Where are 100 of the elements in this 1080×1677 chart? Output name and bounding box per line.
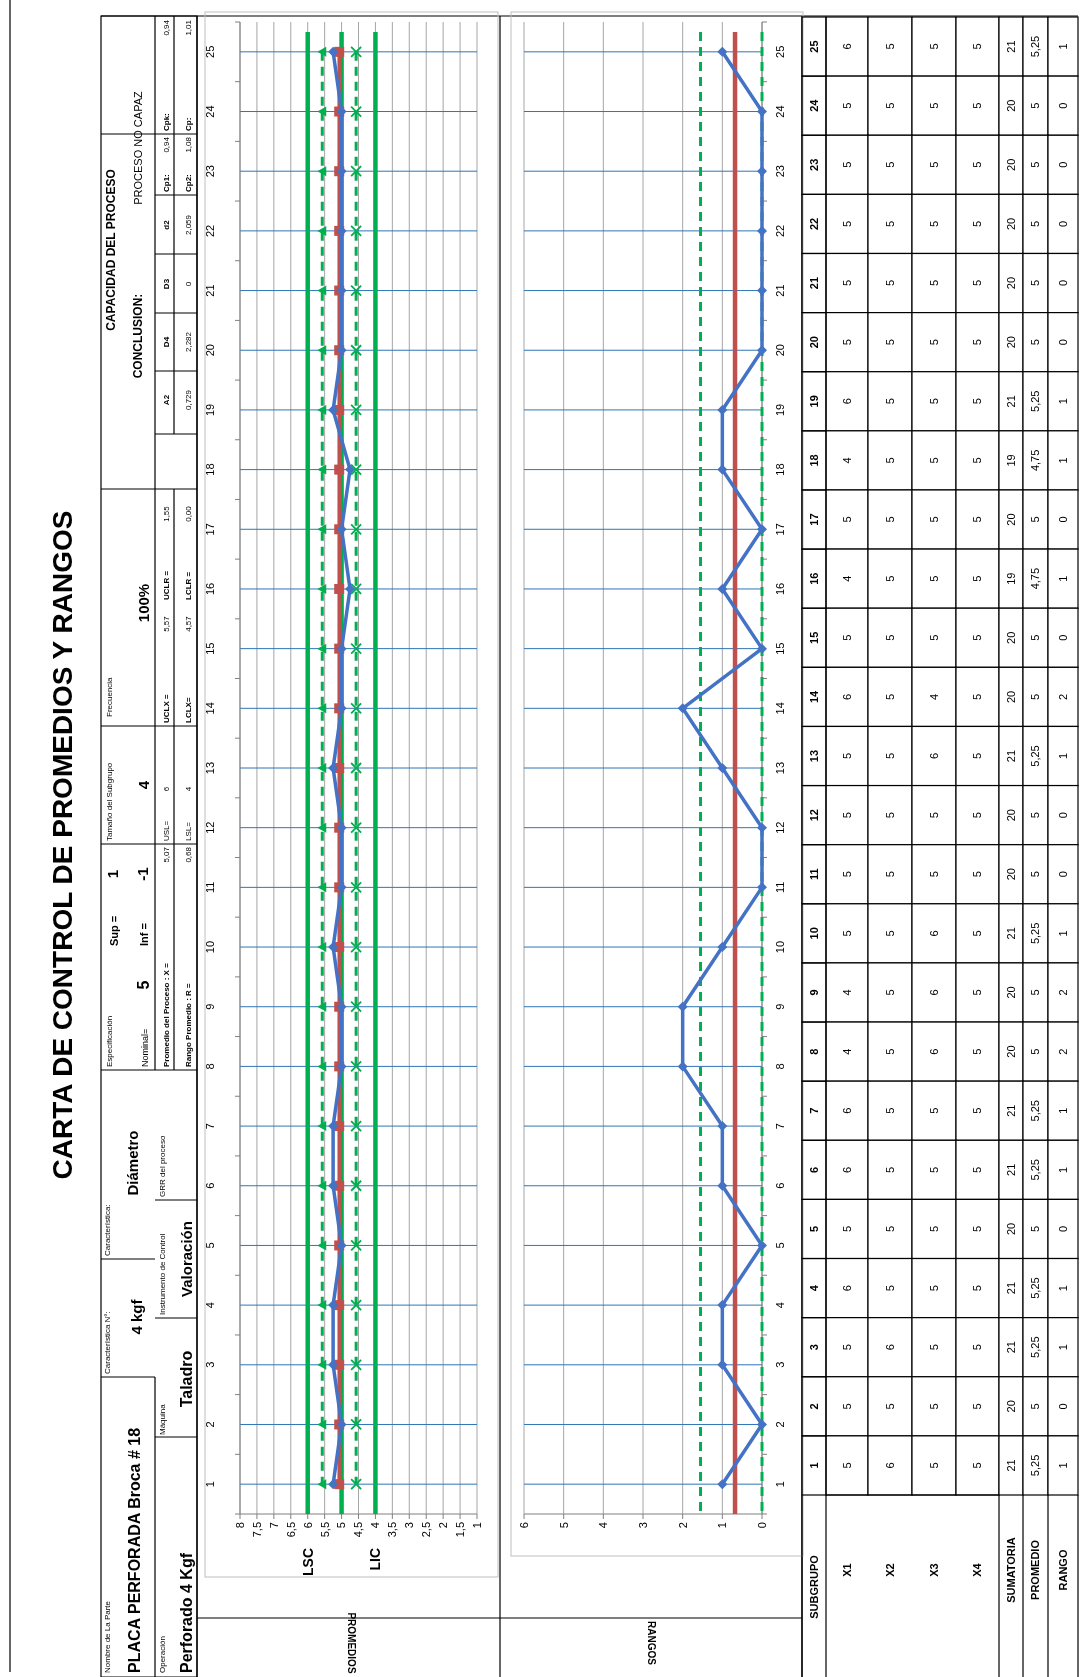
- data-label: 5,25: [1029, 1336, 1042, 1358]
- y-tick-label: 24: [773, 105, 786, 118]
- data-label: 5: [971, 1107, 984, 1114]
- text: Característica:: [103, 1204, 112, 1256]
- data-label: 20: [1004, 1400, 1017, 1413]
- data-label: 5: [883, 339, 896, 346]
- data-label: 5,25: [1029, 1159, 1042, 1181]
- point: [317, 1479, 327, 1490]
- text: 0,729: [184, 389, 193, 411]
- data-label: 5: [971, 989, 984, 996]
- text: CONCLUSION:: [131, 293, 145, 379]
- point: [317, 524, 327, 535]
- y-tick-label: 21: [203, 284, 216, 297]
- data-label: 20: [1004, 513, 1017, 526]
- data-label: 20: [1004, 808, 1017, 822]
- y-tick-label: 13: [203, 761, 216, 775]
- text: Cp1:: [162, 174, 171, 192]
- point: [350, 1358, 363, 1371]
- y-tick-label: 12: [807, 808, 820, 822]
- y-tick-label: 2: [807, 1403, 820, 1410]
- point: [334, 464, 345, 475]
- y-tick-label: 14: [203, 702, 216, 715]
- point: [350, 1239, 363, 1252]
- data-label: 5: [971, 1225, 984, 1233]
- point: [317, 942, 327, 953]
- point: [317, 345, 327, 356]
- y-tick-label: 12: [773, 821, 786, 834]
- text: Especificación: [105, 1015, 114, 1067]
- data-label: 6: [883, 1462, 896, 1469]
- data-label: 1: [1056, 457, 1069, 464]
- data-label: 5: [883, 1285, 896, 1292]
- data-label: 5: [971, 871, 984, 878]
- data-label: 5: [927, 161, 940, 168]
- y-tick-label: 12: [203, 821, 216, 834]
- data-label: 5: [927, 1285, 940, 1292]
- point: [317, 1001, 327, 1012]
- text: CARTA DE CONTROL DE PROMEDIOS Y RANGOS: [47, 510, 78, 1180]
- x-tick-label: 6: [517, 1522, 530, 1529]
- data-label: 5: [927, 339, 940, 346]
- point: [350, 881, 363, 894]
- data-label: 5: [927, 398, 940, 405]
- y-tick-label: 11: [773, 881, 786, 894]
- point: [317, 166, 327, 177]
- data-label: 5: [883, 871, 896, 878]
- data-label: 20: [1004, 631, 1017, 644]
- data-label: 5,25: [1029, 1277, 1042, 1299]
- point: [317, 225, 327, 236]
- data-label: 5: [1029, 1403, 1042, 1410]
- text: A2: [162, 394, 171, 406]
- x-tick-label: SUMATORIA: [1004, 1537, 1017, 1603]
- y-tick-label: 1: [203, 1481, 216, 1488]
- data-label: 1: [1056, 1107, 1069, 1114]
- data-label: 21: [1004, 395, 1017, 408]
- data-label: 5: [971, 1403, 984, 1410]
- text: Frecuencia: [105, 676, 114, 717]
- data-label: 5: [883, 516, 896, 523]
- data-label: 5: [971, 398, 984, 405]
- data-label: 1: [1056, 1344, 1069, 1351]
- y-tick-label: 15: [807, 631, 820, 644]
- y-tick-label: 9: [773, 1003, 786, 1010]
- x-tick-label: 7,5: [250, 1522, 263, 1538]
- data-label: 5: [927, 812, 940, 819]
- data-label: 21: [1004, 749, 1017, 763]
- point: [317, 1359, 327, 1370]
- data-label: 2: [1056, 693, 1069, 700]
- data-label: 4,75: [1029, 449, 1042, 472]
- data-label: 5: [1029, 871, 1042, 878]
- data-label: 5: [927, 1462, 940, 1469]
- x-tick-label: 3: [403, 1522, 416, 1529]
- point: [317, 404, 327, 415]
- y-tick-label: 15: [203, 642, 216, 655]
- text: Máquina: [158, 1403, 167, 1435]
- data-label: 5: [971, 516, 984, 523]
- y-tick-label: 3: [203, 1361, 216, 1368]
- data-label: 6: [927, 989, 940, 996]
- y-tick-label: 6: [773, 1182, 786, 1189]
- data-label: 5,25: [1029, 390, 1042, 412]
- data-label: 0: [1056, 871, 1069, 878]
- text: LSL=: [184, 821, 193, 841]
- point: [328, 763, 339, 773]
- y-tick-label: 13: [807, 749, 820, 763]
- text: 5,07: [162, 846, 171, 863]
- data-label: 0: [1056, 279, 1069, 287]
- y-tick-label: 20: [807, 336, 820, 349]
- data-label: 5: [883, 457, 896, 464]
- text: Operación: [158, 1636, 167, 1673]
- text: UCLR =: [162, 570, 171, 600]
- data-label: 20: [1004, 1222, 1017, 1236]
- point: [317, 1121, 327, 1132]
- data-label: 0: [1056, 1403, 1069, 1410]
- y-tick-label: 5: [773, 1242, 786, 1249]
- ref-line-label: LSC: [299, 1548, 316, 1576]
- y-tick-label: 6: [203, 1182, 216, 1189]
- data-label: 0: [1056, 634, 1069, 641]
- text: 1,01: [184, 19, 193, 36]
- text: Cp2:: [184, 174, 193, 192]
- text: 4: [184, 786, 193, 792]
- point: [350, 463, 363, 476]
- point: [350, 344, 363, 357]
- data-label: 4: [840, 575, 853, 582]
